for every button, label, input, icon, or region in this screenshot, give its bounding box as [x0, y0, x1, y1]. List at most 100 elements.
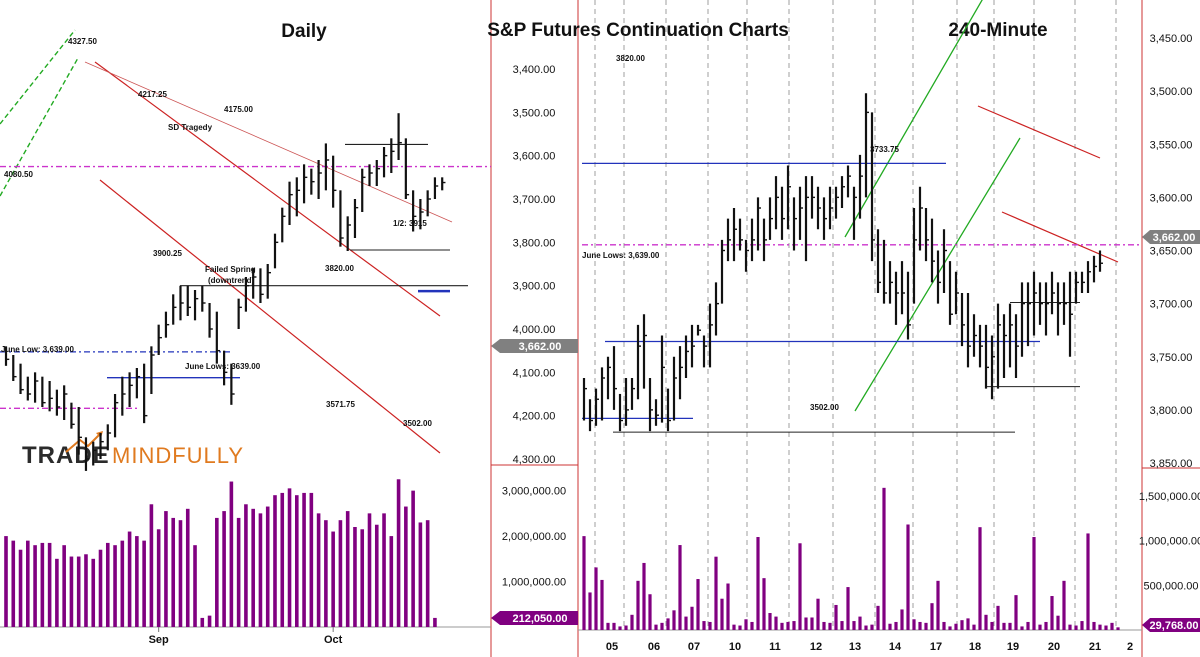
daily-volume-bar-25: [185, 508, 190, 627]
daily-volume-bar-48: [353, 527, 357, 627]
intraday-annotation: 3820.00: [616, 54, 645, 63]
intraday-current-price-tag: 3,662.00: [1142, 230, 1200, 244]
intraday-volume-bar-56: [918, 621, 922, 630]
intraday-annotation: 3502.00: [810, 403, 839, 412]
intraday-volume-bar-31: [768, 613, 772, 630]
intraday-volume-bar-9: [636, 580, 640, 630]
daily-ytick-label: 4,000.00: [513, 324, 556, 336]
daily-channel-lower: [99, 179, 441, 454]
daily-volume-bar-24: [178, 520, 183, 627]
daily-volume-tag-label: 212,050.00: [512, 613, 567, 625]
daily-volume-tag-shape: [491, 611, 578, 625]
intraday-volume-bar-76: [1038, 624, 1042, 630]
daily-volume-bar-17: [127, 531, 132, 627]
daily-annotation: 4175.00: [224, 105, 253, 114]
intraday-volume-tag-shape: [1142, 618, 1200, 632]
logo-trade-text: TRADE: [22, 442, 110, 469]
daily-ytick-label: 3,600.00: [513, 151, 556, 163]
daily-ytick-label: 3,900.00: [513, 281, 556, 293]
intraday-volume-bar-3: [600, 579, 604, 630]
daily-price-bars: [4, 113, 446, 471]
intraday-volume-bar-82: [1074, 625, 1078, 630]
daily-annotation: 3820.00: [325, 264, 354, 273]
intraday-volume-bar-60: [942, 621, 946, 630]
intraday-volume-bar-88: [1110, 622, 1114, 630]
intraday-ytick-label: 3,550.00: [1150, 139, 1193, 151]
daily-volume-bar-20: [149, 504, 154, 627]
intraday-volume-bar-27: [744, 619, 748, 630]
intraday-volume-bar-57: [924, 622, 928, 630]
daily-volume-bar-52: [382, 513, 386, 627]
intraday-volume-bar-0: [582, 536, 586, 630]
left-chart-title: Daily: [281, 21, 327, 42]
daily-price-axis: 4,300.00 4,200.00 4,100.00 4,000.00 3,900.00…: [513, 64, 556, 466]
daily-volume-bar-43: [316, 513, 321, 627]
intraday-volume-bar-64: [966, 618, 970, 630]
intraday-volume-bar-63: [960, 620, 964, 630]
daily-drawings: [0, 29, 453, 454]
intraday-x-label: 17: [930, 641, 942, 653]
daily-annotation: 3571.75: [326, 400, 355, 409]
intraday-volume-bar-61: [948, 626, 952, 630]
daily-x-axis: Sep Oct: [149, 627, 343, 646]
intraday-volume-bar-79: [1056, 615, 1060, 630]
daily-volume-bar-6: [47, 542, 52, 627]
daily-volume-bar-33: [244, 504, 248, 627]
intraday-volume-bar-18: [690, 606, 694, 630]
intraday-volume-bar-11: [648, 594, 652, 630]
right-chart-title: 240-Minute: [948, 20, 1047, 41]
intraday-volume-bar-87: [1104, 625, 1108, 630]
daily-volume-bar-30: [222, 511, 226, 627]
intraday-ytick-label: 3,700.00: [1150, 299, 1193, 311]
intraday-volume-bar-21: [708, 621, 712, 630]
intraday-volume-bar-83: [1080, 621, 1084, 630]
daily-price-tag-label: 3,662.00: [519, 341, 562, 353]
daily-volume-bar-3: [26, 540, 30, 627]
intraday-x-label: 10: [729, 641, 741, 653]
daily-volume-tick-label: 2,000,000.00: [502, 531, 566, 543]
daily-x-label: Oct: [324, 634, 343, 646]
intraday-ytick-label: 3,850.00: [1150, 458, 1193, 470]
daily-volume-bar-7: [55, 558, 59, 627]
intraday-x-label: 11: [769, 641, 781, 653]
daily-volume-bar-53: [389, 536, 394, 627]
daily-volume-bar-22: [164, 511, 168, 627]
intraday-ytick-label: 3,800.00: [1150, 405, 1193, 417]
intraday-volume-bar-33: [780, 622, 784, 630]
intraday-volume-bar-65: [972, 624, 976, 630]
intraday-ytick-label: 3,750.00: [1150, 352, 1193, 364]
intraday-volume-bar-59: [936, 580, 940, 630]
daily-volume-bar-46: [338, 520, 343, 627]
intraday-volume-bar-70: [1002, 622, 1006, 630]
logo-arrow-icon: [65, 433, 101, 453]
intraday-volume-bar-44: [846, 587, 850, 630]
intraday-volume-bar-32: [774, 616, 778, 630]
intraday-volume-bar-37: [804, 617, 808, 630]
daily-annotation: 4327.50: [68, 37, 97, 46]
intraday-volume-bar-39: [816, 598, 820, 630]
intraday-volume-bar-17: [684, 616, 688, 630]
intraday-volume-bar-85: [1092, 621, 1096, 630]
intraday-x-label: 05: [606, 641, 618, 653]
intraday-volume-bar-5: [612, 622, 616, 630]
intraday-volume-bar-19: [696, 579, 700, 630]
intraday-annotation: 3733.75: [870, 145, 899, 154]
intraday-volume-tick-label: 500,000.00: [1143, 580, 1198, 592]
intraday-volume-bar-38: [810, 617, 814, 630]
daily-volume-bar-34: [251, 508, 255, 627]
intraday-annotation: June Lows: 3,639.00: [582, 251, 660, 260]
intraday-x-label: 12: [810, 641, 822, 653]
daily-uptrend-upper: [0, 29, 76, 125]
daily-annotation: June Lows: 3639.00: [185, 362, 261, 371]
daily-ytick-label: 3,500.00: [513, 107, 556, 119]
intraday-volume-bar-30: [762, 578, 766, 630]
intraday-volume-bar-22: [714, 556, 718, 630]
daily-annotation: 3900.25: [153, 249, 182, 258]
daily-volume-bar-13: [98, 549, 103, 627]
daily-annotation: (downtrend): [208, 276, 255, 285]
daily-volume-bar-19: [142, 540, 146, 627]
intraday-volume-bar-51: [888, 623, 892, 630]
intraday-drawings: [844, 0, 1119, 412]
daily-volume-bar-39: [287, 488, 292, 627]
